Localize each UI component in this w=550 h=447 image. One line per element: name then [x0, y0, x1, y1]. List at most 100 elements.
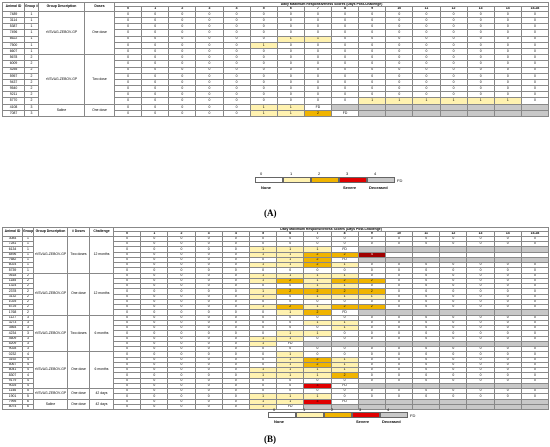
table-row: 5770 2 0 0 0 0 0 0 0 0 0 1 1 1 1 1 1 0	[2, 97, 550, 105]
table-row: 0232 4 rVSVΔG-ZEBOV-GP One dose 6 months 0 0 0 0…	[2, 351, 550, 390]
legend-num-1: 1	[303, 407, 306, 412]
caption-b: (B)	[264, 434, 276, 444]
doses: One dose	[84, 103, 115, 118]
challenge: 42 days	[89, 398, 114, 411]
animal-id: 7087	[2, 109, 25, 118]
table-a: Animal ID Group # Group Description Doses Da…	[2, 1, 550, 118]
legend-swatch-2	[324, 412, 352, 418]
table-row: 9211 2 0 0 0 0 0 0 0 0 0 0 0 0 0 0 0 0	[2, 91, 550, 99]
group-number: 6	[22, 403, 34, 411]
legend-num-3: 3	[346, 171, 349, 176]
table-row: 4255 2 0 0 0 0 0 0 0 0 0 0 0 0 0 0 0 0	[2, 66, 550, 74]
score-cell	[439, 403, 468, 411]
legend-num-1: 1	[290, 171, 293, 176]
score-cell	[439, 109, 468, 118]
legend-fd: FD	[410, 413, 416, 418]
score-cell: 0	[113, 109, 143, 118]
group-description: rVSVΔG-ZEBOV-GP	[33, 272, 68, 316]
table-row: 4609 3 0 0 0 0 0 1 1 0 0 0 0 0 0 0 0 0	[2, 335, 550, 342]
group-description: Saline	[33, 398, 68, 411]
header-group: Group #	[22, 227, 34, 237]
score-cell	[412, 109, 441, 118]
score-cell: 0	[168, 109, 197, 118]
score-cell: 0	[167, 403, 196, 411]
table-row: 9437 2 0 0 0 0 0 0 0 0 0 0 0 0 0 0 0 0	[2, 78, 550, 87]
doses: One dose	[84, 10, 115, 56]
table-row: 9540 2 0 0 0 0 0 0 0 0 0 0 0 0 0 0 0 0	[2, 85, 550, 93]
table-row: 8041 4 0 0 0 0 0 1 1 1 1 0 0 0 0 0 0 0	[2, 367, 550, 374]
score-cell	[493, 109, 522, 118]
score-cell: 0	[112, 403, 142, 411]
legend-swatch-4	[380, 412, 408, 418]
legend-num-2: 2	[331, 407, 334, 412]
group-description: rVSVΔG-ZEBOV-GP	[38, 54, 85, 105]
legend-num-2: 2	[318, 171, 321, 176]
table-row: 8307 4 0 0 0 0 0 1 1 1 2 0 0 0 0 0 0 0	[2, 372, 550, 379]
header-day: 15-28	[520, 231, 550, 237]
legend-swatch-3	[339, 177, 367, 183]
header-day: 15-28	[520, 6, 550, 12]
challenge: 6 months	[89, 314, 114, 353]
legend-none: None	[274, 419, 284, 424]
legend-deceased: Deceased	[369, 185, 388, 190]
table-row: 1185 2 0 0 0 0 0 1 2 1 2 2 0 0 0 0 0 0	[2, 277, 550, 285]
doses: One dose	[67, 272, 90, 316]
score-cell	[493, 403, 522, 411]
score-cell	[466, 403, 495, 411]
legend-swatch-0	[255, 177, 283, 183]
table-row: 5067 4 0 0 0 0 0 0 1 2 1 0 0 0 0 0 0 0	[2, 361, 550, 369]
legend-a: 0 1 2 3 4 FD None Severe Deceased	[255, 171, 425, 203]
legend-swatch-2	[311, 177, 339, 183]
table-row: 6607 1 0 0 0 0 0 0 0 0 0 0 0 0 0 0 0 0	[2, 47, 550, 56]
score-cell	[520, 109, 550, 118]
legend-swatch-0	[268, 412, 296, 418]
header-scores-title: Daily Maximum Responsiveness Scores (Day…	[112, 226, 550, 233]
legend-deceased: Deceased	[382, 419, 401, 424]
group-description: rVSVΔG-ZEBOV-GP	[33, 351, 68, 390]
legend-fd: FD	[397, 178, 403, 183]
doses: One dose	[67, 388, 90, 400]
score-cell: 0	[195, 109, 224, 118]
header-scores-title: Daily Maximum Responsiveness Scores (Day…	[113, 1, 550, 8]
score-cell	[520, 403, 550, 411]
header-challenge: Challenge	[89, 227, 114, 237]
legend-num-0: 0	[273, 407, 276, 412]
group-description: Saline	[38, 103, 85, 118]
header-animal-id: Animal ID	[2, 227, 23, 237]
table-row: 3132 2 0 0 0 0 0 1 0 1 1 1 0 0 0 0 0 0	[2, 293, 550, 300]
group-description: rVSVΔG-ZEBOV-GP	[33, 235, 68, 274]
score-cell	[358, 109, 387, 118]
legend-num-3: 3	[359, 407, 362, 412]
challenge: 42 days	[89, 388, 114, 400]
score-cell	[385, 109, 414, 118]
score-cell: 1	[249, 109, 278, 118]
animal-id: 8074	[2, 403, 23, 411]
legend-swatch-1	[296, 412, 324, 418]
score-cell: 2	[303, 109, 333, 118]
doses: One dose	[67, 398, 90, 411]
legend-swatch-1	[283, 177, 311, 183]
doses: One dose	[67, 351, 90, 390]
legend-none: None	[261, 185, 271, 190]
legend-swatch-3	[352, 412, 380, 418]
table-row: 5209 3 0 0 0 0 0 1 FD	[2, 340, 550, 348]
score-cell: 0	[141, 109, 170, 118]
header-group-description: Group Description	[33, 227, 68, 237]
doses: Two doses	[67, 314, 90, 353]
header-group-description: Group Description	[38, 2, 85, 12]
score-cell: 0	[221, 403, 250, 411]
caption-a: (A)	[264, 208, 277, 218]
legend-num-4: 4	[374, 171, 377, 176]
score-cell	[466, 109, 495, 118]
score-cell: 0	[140, 403, 169, 411]
challenge: 12 months	[89, 235, 114, 274]
group-description: rVSVΔG-ZEBOV-GP	[33, 314, 68, 353]
legend-num-0: 0	[260, 171, 263, 176]
table-row: 1146 5 rVSVΔG-ZEBOV-GP One dose 42 days 0 0 0 0 0…	[2, 388, 550, 400]
score-cell: 0	[194, 403, 223, 411]
table-row: 7087 3 0 0 0 0 0 1 1 2 FD	[2, 109, 550, 118]
legend-num-4: 4	[387, 407, 390, 412]
legend-severe: Severe	[343, 185, 357, 190]
legend-b: 0 1 2 3 4 FD None Severe Deceased	[268, 407, 438, 431]
